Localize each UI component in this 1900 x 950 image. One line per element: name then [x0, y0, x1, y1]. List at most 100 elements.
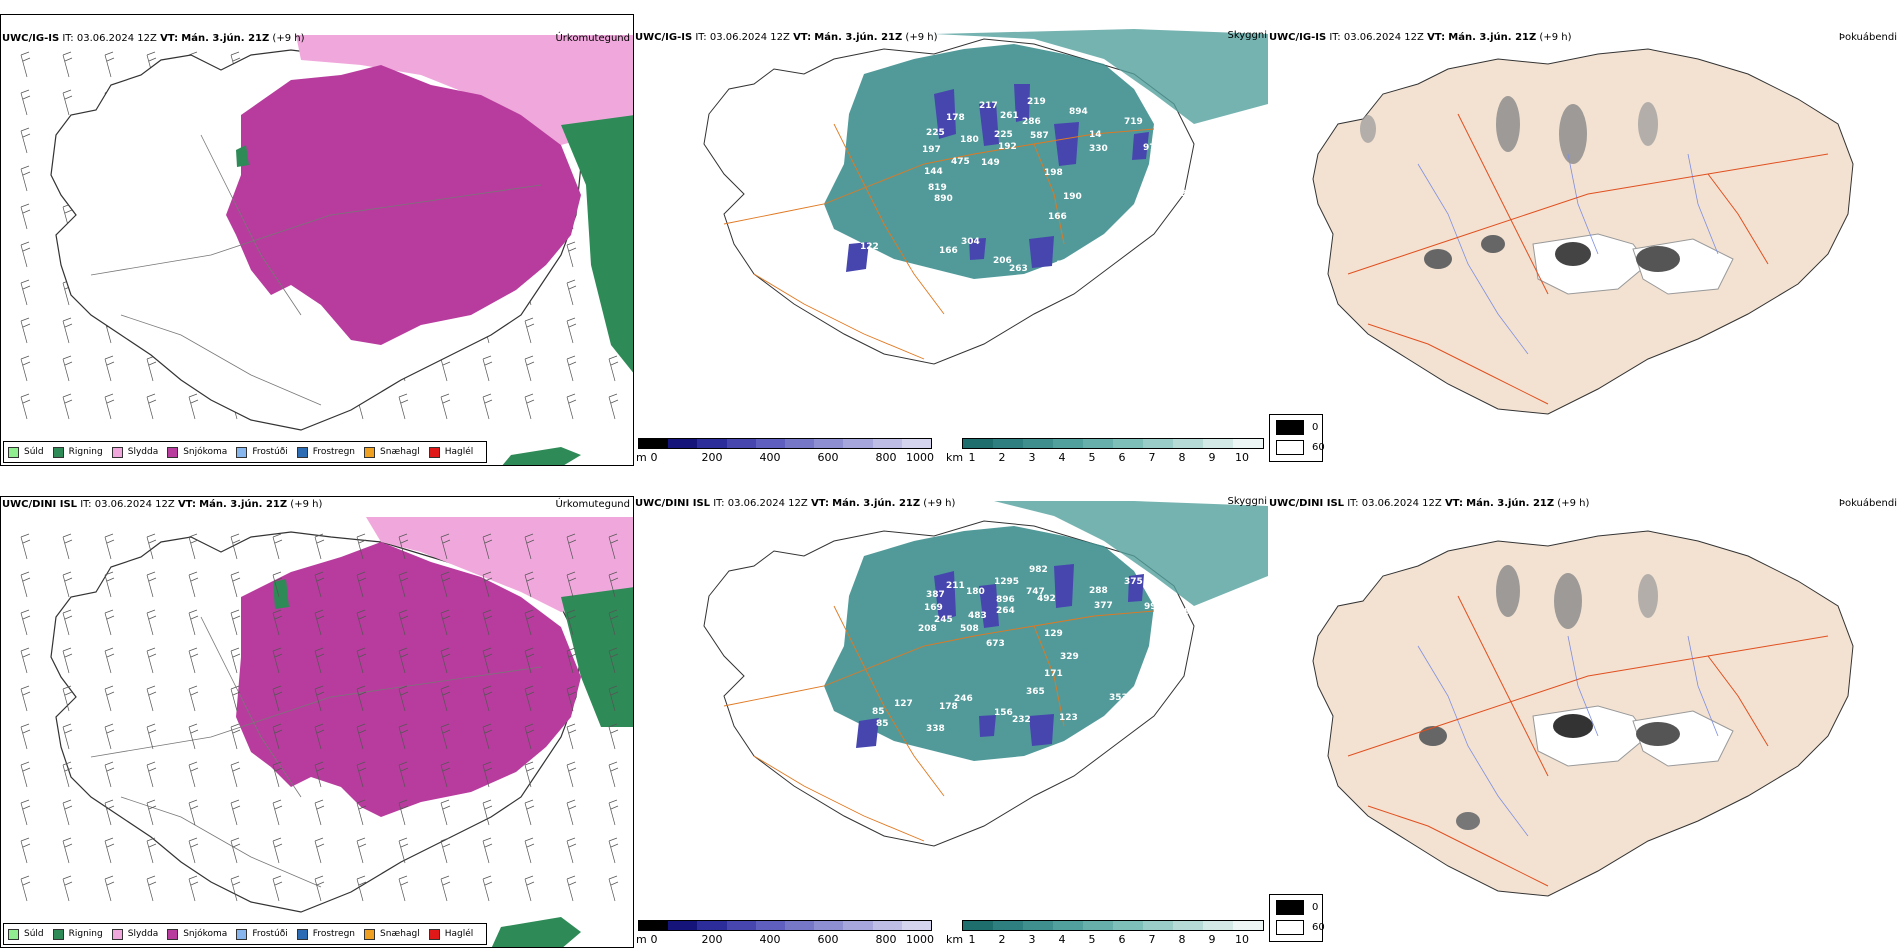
wind-barb: [104, 355, 115, 382]
legend-swatch: [167, 928, 179, 940]
wind-barb: [566, 393, 577, 420]
colorbar-tick: 6: [1118, 933, 1126, 946]
colorbar-strip: [962, 920, 1264, 931]
wind-barb: [62, 51, 73, 78]
peak-label: 208: [918, 624, 937, 634]
fog-legend-swatch: [1276, 440, 1304, 455]
peak-label: 387: [926, 590, 945, 600]
precip-type-panel-dini: UWC/DINI ISL IT: 03.06.2024 12Z VT: Mán.…: [0, 496, 634, 948]
wind-barb: [356, 533, 367, 560]
wind-barb: [62, 799, 73, 826]
peak-label: 587: [1030, 131, 1049, 141]
fog-legend: 0 60: [1269, 414, 1325, 462]
wind-barb: [440, 799, 451, 826]
legend-swatch: [236, 928, 248, 940]
wind-barb: [440, 571, 451, 598]
wind-barb: [20, 837, 31, 864]
wind-barb: [230, 647, 241, 674]
panel-title: UWC/DINI ISL IT: 03.06.2024 12Z VT: Mán.…: [1269, 498, 1590, 509]
wind-barb: [20, 799, 31, 826]
wind-barb: [20, 571, 31, 598]
high-terrain-patches: [856, 564, 1144, 748]
wind-barb: [398, 685, 409, 712]
peak-label: 180: [960, 135, 979, 145]
wind-barb: [566, 799, 577, 826]
peak-label: 719: [1124, 117, 1143, 127]
wind-barb: [104, 685, 115, 712]
fog-legend: 0 60: [1269, 894, 1325, 942]
colorbar-tick: 7: [1148, 933, 1156, 946]
wind-barb: [566, 241, 577, 268]
wind-barb: [566, 355, 577, 382]
legend-swatch: [111, 928, 123, 940]
legend-item-haglel: Haglél: [428, 928, 473, 940]
wind-barb: [20, 51, 31, 78]
peak-label: 232: [1012, 715, 1031, 725]
wind-barb: [608, 723, 619, 750]
legend-item-suld: Súld: [8, 446, 44, 458]
peak-label: 286: [1022, 117, 1041, 127]
wind-barb: [482, 355, 493, 382]
legend-swatch: [296, 446, 308, 458]
wind-barb: [566, 837, 577, 864]
peak-label: 982: [1029, 565, 1048, 575]
wind-barb: [314, 837, 325, 864]
legend-item-frostudi: Frostúði: [236, 446, 288, 458]
fog-patches: [1360, 96, 1734, 295]
wind-barb: [314, 799, 325, 826]
wind-barb: [356, 799, 367, 826]
colorbar-tick: 9: [1208, 933, 1216, 946]
wind-barb: [482, 723, 493, 750]
visibility-panel-igis: 217 178 261 219 894 225 180 225 286 14 7…: [634, 14, 1268, 466]
visibility-map: 982 1295 747 288 375 211 180 896 492 99 …: [703, 501, 1268, 847]
peak-label: 14: [1089, 130, 1102, 140]
peak-label: 217: [979, 101, 998, 111]
wind-barb: [524, 609, 535, 636]
wind-barb: [398, 799, 409, 826]
fog-patches: [1419, 565, 1734, 830]
rigning-area-north: [273, 579, 289, 609]
peak-label: 169: [924, 603, 943, 613]
wind-barb: [20, 533, 31, 560]
wind-barb: [230, 799, 241, 826]
peak-label: 71: [877, 262, 890, 272]
wind-barb: [608, 355, 619, 382]
peak-label: 225: [994, 130, 1013, 140]
wind-barb: [104, 571, 115, 598]
wind-barb: [104, 51, 115, 78]
legend-item-slydda: Slydda: [111, 928, 158, 940]
wind-barb: [440, 533, 451, 560]
sea-fog-area: [934, 29, 1268, 124]
peak-label: 99: [1144, 602, 1157, 612]
peak-label: 156: [994, 708, 1013, 718]
wind-barb: [146, 571, 157, 598]
wind-barb: [566, 609, 577, 636]
peak-label: 219: [1114, 717, 1133, 727]
legend-item-snaehagl: Snæhagl: [364, 446, 420, 458]
rigning-area-east: [561, 115, 633, 373]
peak-label: 304: [961, 237, 980, 247]
wind-barb: [524, 875, 535, 902]
high-terrain-patches: [846, 84, 1149, 272]
wind-barb: [608, 571, 619, 598]
peak-label: 819: [928, 183, 947, 193]
peak-label: 330: [1089, 144, 1108, 154]
peak-label: 890: [934, 194, 953, 204]
peak-label: 246: [954, 694, 973, 704]
peak-label: 483: [968, 611, 987, 621]
wind-barb: [272, 571, 283, 598]
precip-type-map: [20, 35, 633, 465]
peak-label: 338: [926, 724, 945, 734]
wind-barb: [62, 761, 73, 788]
wind-barb: [566, 723, 577, 750]
peak-label: 172: [1114, 263, 1133, 273]
colorbar-tick: 4: [1058, 451, 1066, 464]
colorbar-strip: [638, 920, 932, 931]
peak-label: 375: [1124, 577, 1143, 587]
wind-barb: [188, 837, 199, 864]
peak-label: 198: [1044, 168, 1063, 178]
peak-label: 1295: [994, 577, 1019, 587]
wind-barb: [104, 533, 115, 560]
fog-legend-row: 0: [1276, 900, 1318, 915]
wind-barb: [482, 609, 493, 636]
